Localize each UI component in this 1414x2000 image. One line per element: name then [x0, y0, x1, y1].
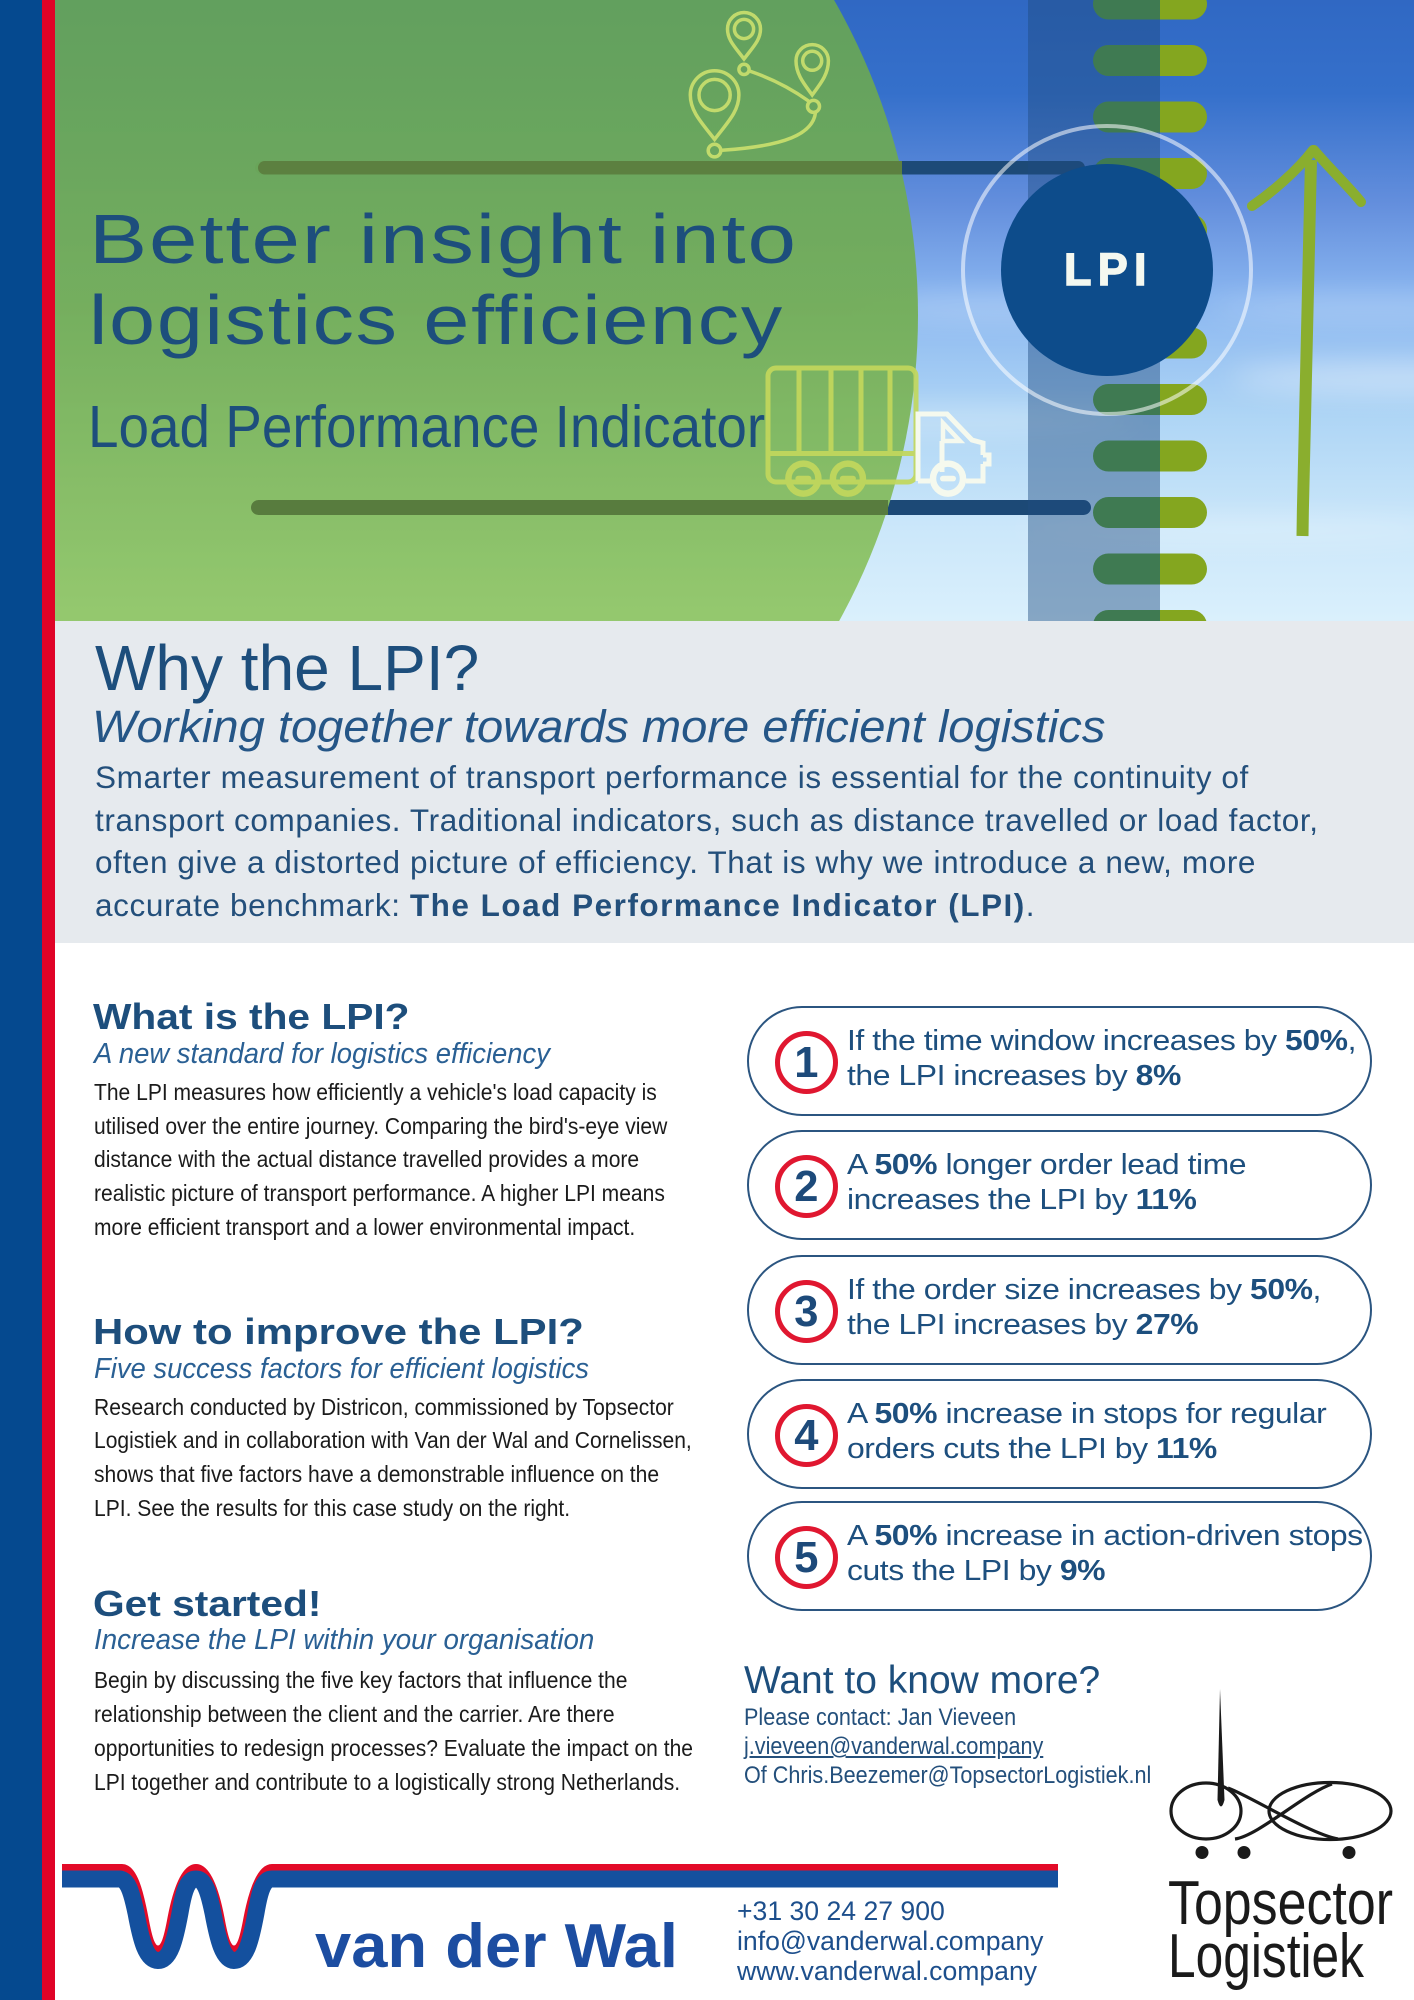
svg-text:LPI: LPI — [1064, 244, 1150, 295]
svg-text:Logistiek: Logistiek — [1168, 1922, 1365, 1991]
svg-text:Topsector: Topsector — [1168, 1869, 1393, 1938]
